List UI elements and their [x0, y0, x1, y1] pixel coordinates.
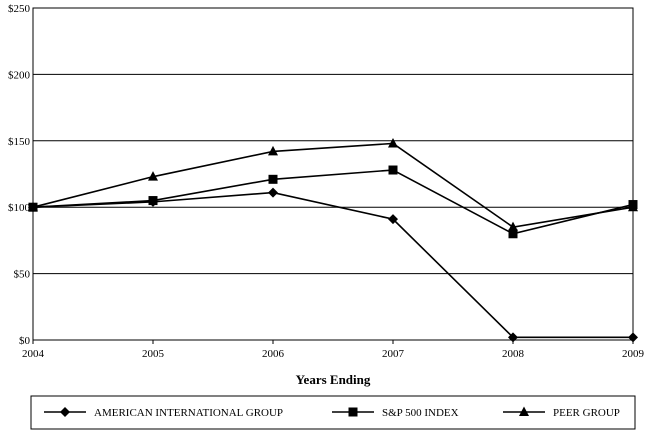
- data-point: [268, 145, 278, 156]
- y-tick-label: $150: [8, 136, 31, 148]
- y-axis-ticks: $0 $50 $100 $150 $200 $250: [8, 3, 31, 347]
- data-point: [508, 229, 518, 239]
- legend-box: [30, 395, 636, 430]
- data-point: [388, 165, 398, 175]
- legend-label: S&P 500 INDEX: [382, 407, 459, 419]
- data-point: [508, 221, 518, 232]
- x-axis-ticks: 2004 2005 2006 2007 2008 2009: [22, 340, 645, 360]
- series-1: [28, 165, 638, 239]
- legend-item-2: PEER GROUP: [503, 406, 620, 419]
- legend-marker: [60, 407, 70, 417]
- y-tick-label: $250: [8, 3, 31, 15]
- x-tick-label: 2008: [502, 348, 525, 360]
- y-tick-label: $50: [14, 269, 31, 281]
- data-point: [148, 171, 158, 181]
- legend-label: PEER GROUP: [553, 407, 620, 419]
- y-tick-label: $100: [8, 202, 31, 214]
- legend: AMERICAN INTERNATIONAL GROUP S&P 500 INDE…: [30, 395, 636, 430]
- x-tick-label: 2009: [622, 348, 645, 360]
- data-point: [268, 187, 278, 198]
- legend-label: AMERICAN INTERNATIONAL GROUP: [94, 407, 283, 419]
- data-point: [268, 174, 278, 184]
- legend-item-1: S&P 500 INDEX: [332, 407, 459, 419]
- x-tick-label: 2007: [382, 348, 405, 360]
- series-group: [28, 137, 638, 343]
- series-2: [28, 137, 638, 232]
- x-tick-label: 2006: [262, 348, 285, 360]
- series-0: [28, 187, 638, 343]
- data-point: [388, 137, 398, 148]
- series-line: [32, 142, 634, 228]
- legend-item-0: AMERICAN INTERNATIONAL GROUP: [44, 407, 283, 419]
- data-point: [388, 214, 398, 225]
- data-point: [148, 196, 158, 206]
- plot-frame: [32, 7, 634, 341]
- series-line: [32, 169, 634, 235]
- series-line: [32, 191, 633, 339]
- legend-marker: [519, 406, 529, 416]
- y-tick-label: $0: [19, 335, 31, 347]
- x-axis-label: Years Ending: [296, 372, 371, 387]
- y-tick-label: $200: [8, 69, 31, 81]
- x-tick-label: 2005: [142, 348, 165, 360]
- x-tick-label: 2004: [22, 348, 45, 360]
- legend-marker: [348, 407, 358, 417]
